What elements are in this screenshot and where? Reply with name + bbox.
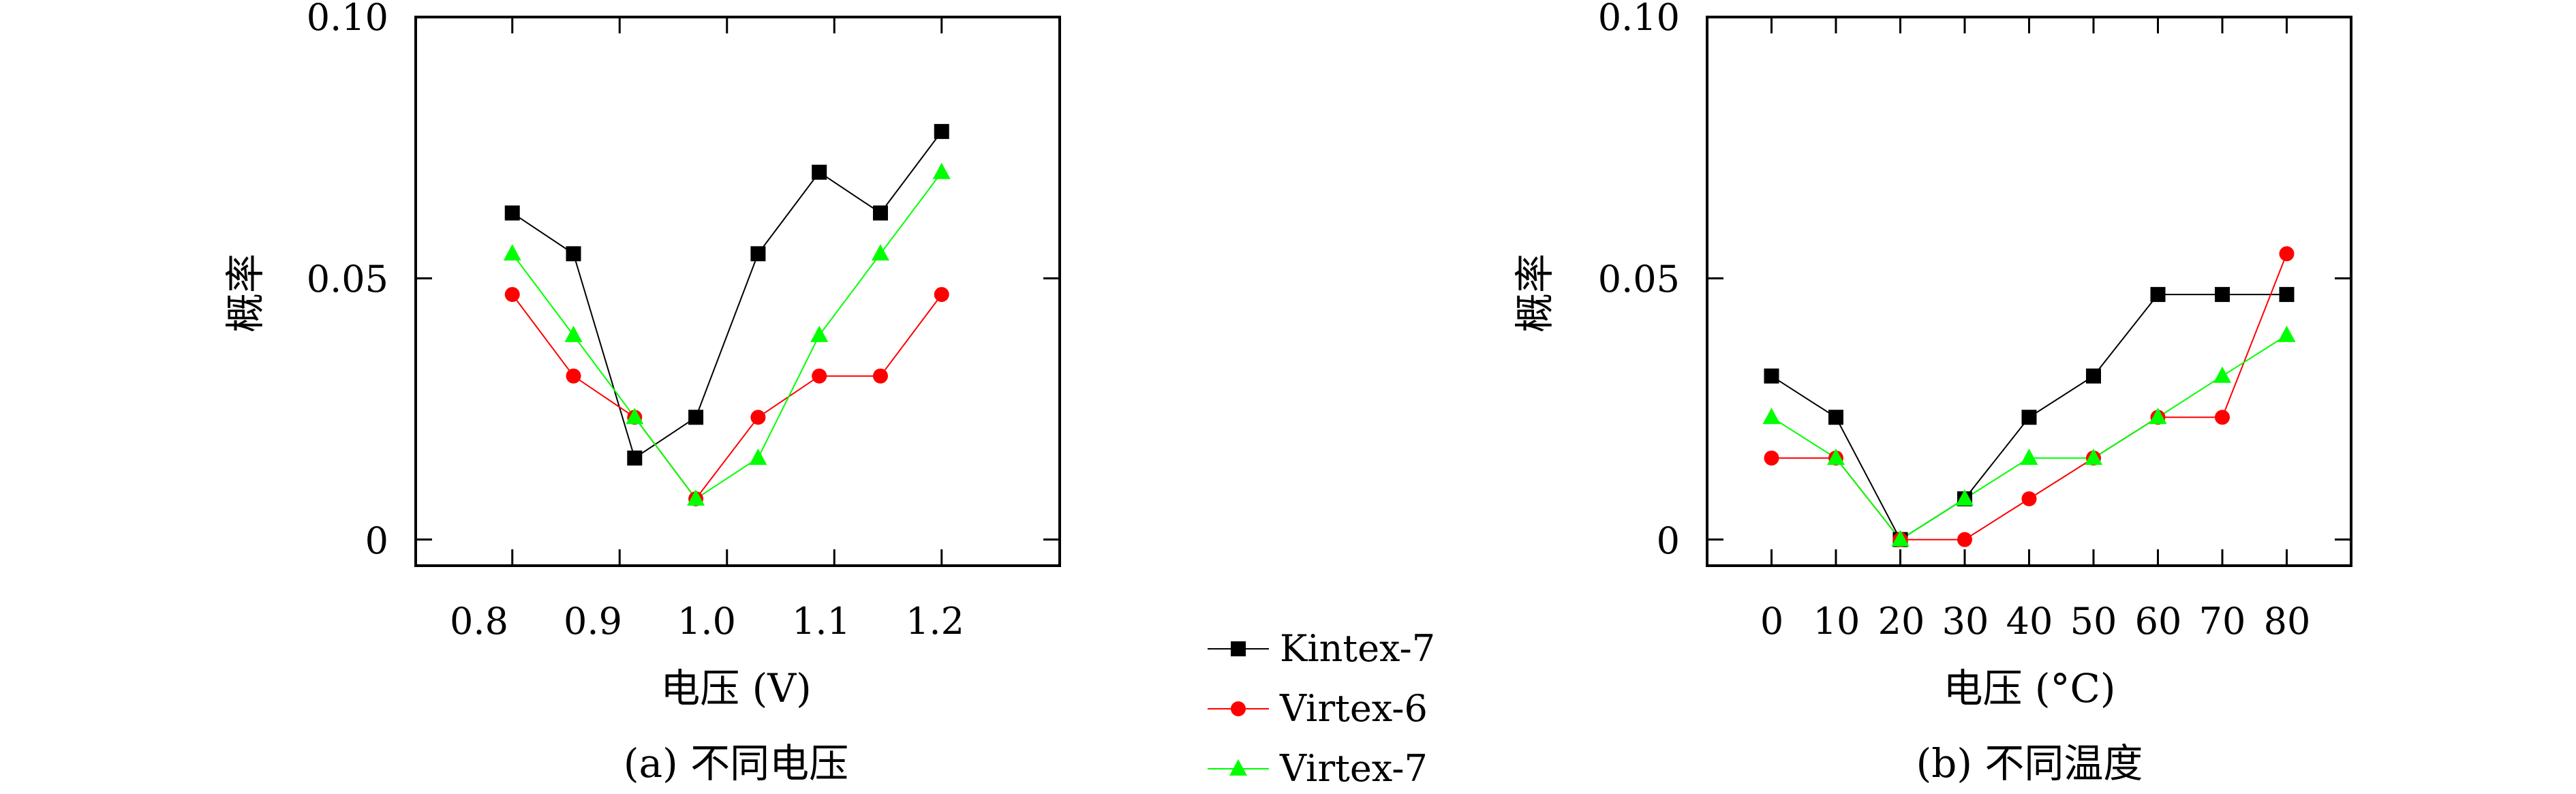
legend-square-marker-icon — [1231, 641, 1246, 656]
x-tick-label: 50 — [2070, 600, 2117, 643]
data-point-kintex-7 — [504, 205, 520, 221]
data-point-virtex-6 — [2279, 246, 2295, 262]
y-tick-label: 0 — [365, 519, 388, 562]
x-tick-label: 70 — [2199, 600, 2246, 643]
x-tick-label: 20 — [1878, 600, 1925, 643]
x-tick-label: 80 — [2264, 600, 2311, 643]
x-tick-label: 1.1 — [792, 600, 850, 643]
x-tick-label: 0 — [1760, 600, 1783, 643]
data-point-virtex-6 — [872, 368, 888, 384]
data-point-kintex-7 — [688, 410, 704, 425]
series-markers — [503, 123, 951, 506]
x-axis-label: 电压 (°C) — [1943, 665, 2115, 712]
data-point-virtex-7 — [2020, 448, 2038, 465]
x-tick-label: 60 — [2135, 600, 2182, 643]
data-point-virtex-7 — [871, 244, 889, 261]
legend-item-virtex-7: Virtex-7 — [1208, 747, 1428, 790]
legend-label: Virtex-7 — [1279, 747, 1428, 790]
data-point-virtex-7 — [932, 162, 951, 179]
plot-frame — [1706, 16, 2352, 567]
data-point-virtex-7 — [1762, 408, 1781, 425]
data-point-virtex-6 — [934, 287, 949, 303]
series-line-kintex-7 — [512, 131, 942, 459]
legend-circle-marker-icon — [1231, 701, 1246, 716]
x-tick-label: 10 — [1813, 600, 1860, 643]
x-tick-label: 40 — [2006, 600, 2053, 643]
data-point-kintex-7 — [934, 123, 949, 139]
data-point-virtex-7 — [2085, 448, 2102, 465]
y-tick-label: 0.10 — [1598, 0, 1680, 39]
data-point-kintex-7 — [872, 205, 888, 221]
y-tick-label: 0.05 — [1598, 258, 1680, 301]
data-point-virtex-6 — [2215, 410, 2230, 425]
y-axis-label: 概率 — [222, 254, 269, 333]
chart-panel-temperature: 0 0.05 0.10 0 10 20 30 40 50 60 70 80 概率… — [1512, 0, 2352, 787]
y-tick-label: 0 — [1657, 519, 1680, 562]
panel-caption: (b) 不同温度 — [1916, 740, 2143, 787]
legend: Kintex-7 Virtex-6 Virtex-7 — [1208, 627, 1435, 790]
data-point-kintex-7 — [2150, 287, 2166, 303]
data-point-kintex-7 — [2086, 368, 2101, 384]
x-tick-label: 1.2 — [906, 600, 964, 643]
data-point-virtex-7 — [2278, 325, 2296, 342]
series-lines — [511, 131, 942, 500]
data-point-virtex-6 — [1764, 451, 1779, 466]
chart-panel-voltage: 0 0.05 0.10 0.8 0.9 1.0 1.1 1.2 概率 电压 (V… — [222, 0, 1061, 787]
data-point-virtex-6 — [750, 410, 766, 425]
data-point-kintex-7 — [812, 164, 827, 180]
data-point-virtex-7 — [564, 325, 583, 342]
data-point-virtex-7 — [749, 448, 767, 465]
y-axis-label: 概率 — [1512, 254, 1558, 333]
y-tick-label: 0.05 — [307, 258, 388, 301]
data-point-kintex-7 — [1828, 410, 1843, 425]
data-point-virtex-6 — [504, 287, 520, 303]
data-point-virtex-6 — [566, 368, 581, 384]
legend-item-virtex-6: Virtex-6 — [1208, 687, 1428, 730]
data-point-kintex-7 — [566, 246, 581, 262]
x-tick-label: 0.9 — [564, 600, 622, 643]
data-point-kintex-7 — [2279, 287, 2295, 303]
data-point-virtex-6 — [2021, 491, 2037, 506]
ticks — [1707, 16, 2351, 566]
data-point-kintex-7 — [2215, 287, 2230, 303]
data-point-virtex-6 — [1957, 532, 1972, 547]
x-tick-label: 0.8 — [450, 600, 508, 643]
data-point-virtex-7 — [2213, 366, 2231, 383]
plot-frame — [414, 16, 1061, 567]
data-point-kintex-7 — [2021, 410, 2037, 425]
series-markers — [1762, 246, 2296, 547]
data-point-kintex-7 — [1764, 368, 1779, 384]
data-point-virtex-7 — [626, 408, 644, 425]
data-point-virtex-7 — [2149, 408, 2167, 425]
series-line-virtex-7 — [511, 172, 942, 500]
data-point-kintex-7 — [627, 451, 643, 466]
legend-label: Kintex-7 — [1280, 627, 1435, 670]
data-point-virtex-6 — [812, 368, 827, 384]
data-point-virtex-7 — [503, 244, 521, 261]
data-point-virtex-7 — [687, 489, 705, 506]
legend-item-kintex-7: Kintex-7 — [1208, 627, 1435, 670]
data-point-kintex-7 — [750, 246, 766, 262]
ticks — [416, 16, 1060, 566]
panel-caption: (a) 不同电压 — [624, 740, 848, 787]
legend-label: Virtex-6 — [1279, 687, 1428, 730]
data-point-virtex-7 — [1827, 448, 1845, 465]
series-line-virtex-7 — [1770, 335, 2288, 541]
x-tick-label: 30 — [1942, 600, 1989, 643]
y-tick-label: 0.10 — [307, 0, 388, 39]
x-axis-label: 电压 (V) — [660, 665, 812, 712]
data-point-virtex-7 — [1956, 489, 1974, 506]
series-line-virtex-6 — [511, 294, 942, 500]
data-point-virtex-7 — [1891, 530, 1910, 547]
x-tick-label: 1.0 — [677, 600, 736, 643]
legend-triangle-marker-icon — [1229, 759, 1247, 776]
data-point-virtex-7 — [810, 325, 829, 342]
